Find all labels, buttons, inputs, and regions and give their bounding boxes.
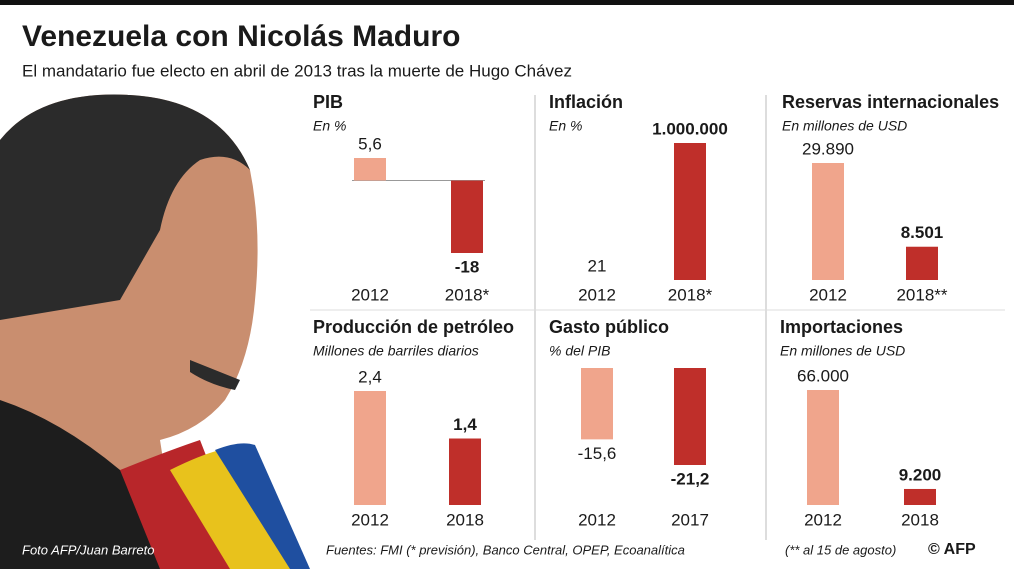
bar	[674, 368, 706, 465]
category-label: 2018**	[896, 285, 947, 304]
value-label: 5,6	[358, 134, 382, 153]
category-label: 2017	[671, 510, 709, 529]
chart-title: Producción de petróleo	[313, 317, 514, 337]
category-label: 2018	[446, 510, 484, 529]
source: Fuentes: FMI (* previsión), Banco Centra…	[326, 542, 685, 557]
chart-subtitle: Millones de barriles diarios	[313, 343, 479, 359]
bar	[812, 163, 844, 280]
value-label: 8.501	[901, 223, 944, 242]
chart-subtitle: En millones de USD	[782, 118, 907, 134]
top-stripe	[0, 0, 1014, 5]
value-label: -21,2	[671, 469, 710, 488]
category-label: 2012	[809, 285, 847, 304]
value-label: -15,6	[578, 444, 617, 463]
category-label: 2012	[351, 510, 389, 529]
value-label: 21	[588, 256, 607, 275]
chart-title: Importaciones	[780, 317, 903, 337]
value-label: 29.890	[802, 139, 854, 158]
value-label: 2,4	[358, 367, 382, 386]
subtitle: El mandatario fue electo en abril de 201…	[22, 61, 572, 80]
value-label: 1.000.000	[652, 119, 728, 138]
bar	[904, 488, 936, 505]
chart-title: Gasto público	[549, 317, 669, 337]
chart-subtitle: En %	[549, 118, 582, 134]
bar	[449, 438, 481, 505]
bar	[581, 368, 613, 440]
category-label: 2018	[901, 510, 939, 529]
bar	[354, 158, 386, 181]
chart-subtitle: % del PIB	[549, 343, 610, 359]
note: (** al 15 de agosto)	[785, 542, 896, 557]
value-label: 1,4	[453, 415, 477, 434]
bar	[807, 390, 839, 505]
category-label: 2012	[351, 285, 389, 304]
chart-title: PIB	[313, 92, 343, 112]
bar	[906, 246, 938, 280]
value-label: 9.200	[899, 465, 942, 484]
category-label: 2012	[578, 510, 616, 529]
bar	[674, 143, 706, 280]
photo	[0, 94, 310, 569]
chart-subtitle: En millones de USD	[780, 343, 905, 359]
category-label: 2018*	[445, 285, 490, 304]
photo-credit: Foto AFP/Juan Barreto	[22, 542, 154, 557]
chart-title: Reservas internacionales	[782, 92, 999, 112]
category-label: 2012	[578, 285, 616, 304]
chart-title: Inflación	[549, 92, 623, 112]
bar	[451, 180, 483, 253]
category-label: 2012	[804, 510, 842, 529]
title: Venezuela con Nicolás Maduro	[22, 20, 460, 53]
category-label: 2018*	[668, 285, 713, 304]
bar	[354, 391, 386, 505]
chart-subtitle: En %	[313, 118, 346, 134]
value-label: 66.000	[797, 366, 849, 385]
value-label: -18	[455, 257, 480, 276]
credit: © AFP	[928, 541, 976, 558]
